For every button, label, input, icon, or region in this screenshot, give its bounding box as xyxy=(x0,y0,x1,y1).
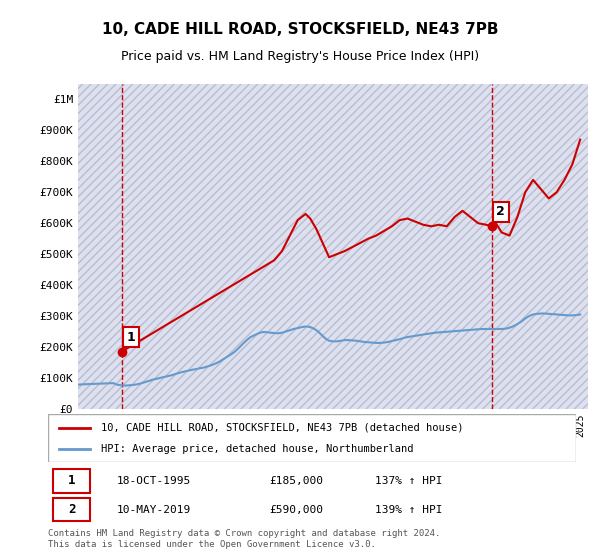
Text: £185,000: £185,000 xyxy=(270,476,324,486)
FancyBboxPatch shape xyxy=(48,414,576,462)
Text: 2: 2 xyxy=(68,503,76,516)
Text: 10-MAY-2019: 10-MAY-2019 xyxy=(116,505,191,515)
Text: Contains HM Land Registry data © Crown copyright and database right 2024.
This d: Contains HM Land Registry data © Crown c… xyxy=(48,529,440,549)
Text: 1: 1 xyxy=(127,331,135,344)
Text: 10, CADE HILL ROAD, STOCKSFIELD, NE43 7PB (detached house): 10, CADE HILL ROAD, STOCKSFIELD, NE43 7P… xyxy=(101,423,463,433)
Text: Price paid vs. HM Land Registry's House Price Index (HPI): Price paid vs. HM Land Registry's House … xyxy=(121,50,479,63)
Text: HPI: Average price, detached house, Northumberland: HPI: Average price, detached house, Nort… xyxy=(101,444,413,454)
Text: £590,000: £590,000 xyxy=(270,505,324,515)
FancyBboxPatch shape xyxy=(53,498,90,521)
Text: 139% ↑ HPI: 139% ↑ HPI xyxy=(376,505,443,515)
Text: 10, CADE HILL ROAD, STOCKSFIELD, NE43 7PB: 10, CADE HILL ROAD, STOCKSFIELD, NE43 7P… xyxy=(102,22,498,38)
Text: 2: 2 xyxy=(496,206,505,218)
Text: 137% ↑ HPI: 137% ↑ HPI xyxy=(376,476,443,486)
Text: 18-OCT-1995: 18-OCT-1995 xyxy=(116,476,191,486)
FancyBboxPatch shape xyxy=(53,469,90,493)
Text: 1: 1 xyxy=(68,474,76,487)
